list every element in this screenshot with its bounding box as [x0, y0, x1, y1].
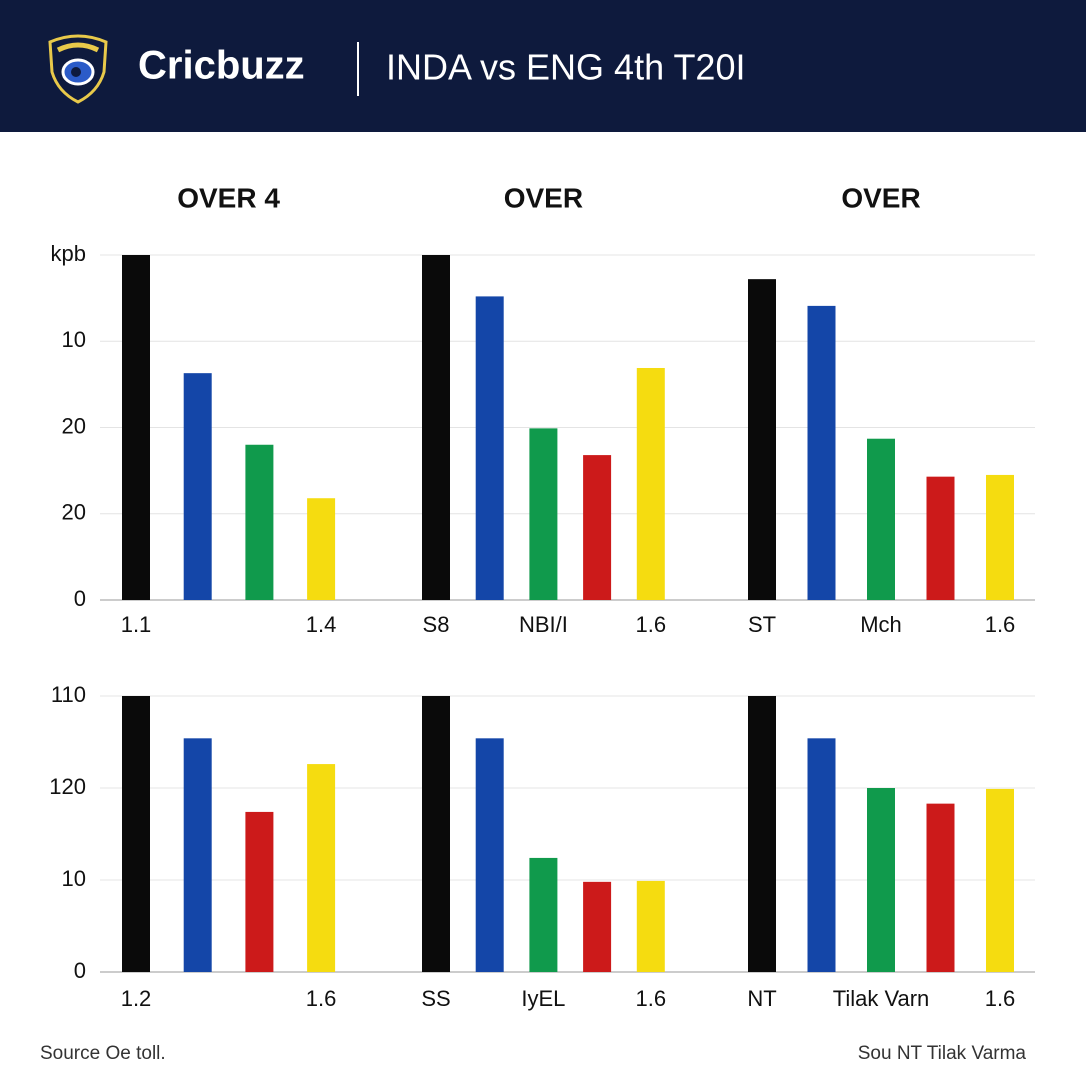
y-tick-label: 110 [51, 682, 86, 707]
x-tick-label: IyEL [521, 986, 565, 1011]
bar [422, 696, 450, 972]
y-tick-label: 20 [62, 500, 86, 525]
panel-title: OVER 4 [177, 182, 280, 213]
y-tick-label: 20 [62, 413, 86, 438]
x-tick-label: Mch [860, 612, 902, 637]
bar [122, 696, 150, 972]
x-tick-label: SS [421, 986, 450, 1011]
bar [583, 881, 612, 972]
y-tick-label: 120 [49, 774, 86, 799]
x-tick-label: 1.6 [306, 986, 337, 1011]
x-tick-label: S8 [423, 612, 450, 637]
bar [122, 255, 150, 600]
bar [807, 305, 836, 600]
panel-title: OVER [841, 182, 920, 213]
x-tick-label: 1.1 [121, 612, 152, 637]
brand: Cricbuzz [138, 44, 305, 88]
bar [867, 438, 895, 600]
bar [926, 803, 955, 972]
bar [636, 880, 665, 972]
y-tick-label: 0 [74, 958, 86, 983]
y-tick-label: 10 [62, 866, 86, 891]
bar [583, 455, 612, 600]
x-tick-label: 1.6 [985, 986, 1016, 1011]
x-tick-label: ST [748, 612, 776, 637]
bar [307, 498, 336, 600]
bar [422, 255, 450, 600]
bar [307, 764, 336, 972]
x-tick-label: 1.6 [985, 612, 1016, 637]
bar [867, 788, 895, 972]
y-tick-label: 10 [62, 327, 86, 352]
x-tick-label: Tilak Varn [833, 986, 930, 1011]
x-tick-label: 1.6 [636, 986, 667, 1011]
bar [636, 367, 665, 600]
y-tick-label: 0 [74, 586, 86, 611]
bar [475, 296, 504, 600]
bar [986, 788, 1014, 972]
bar [748, 696, 776, 972]
bar [529, 428, 558, 600]
bar [245, 811, 274, 972]
y-tick-label: kpb [51, 241, 86, 266]
bar [926, 476, 955, 600]
panel-title: OVER [504, 182, 583, 213]
bar [183, 373, 212, 600]
logo [48, 34, 108, 104]
footer-left: Source Oe toll. [40, 1043, 166, 1064]
footer-right: Sou NT Tilak Varma [858, 1043, 1027, 1064]
x-tick-label: 1.6 [636, 612, 667, 637]
header-title: INDA vs ENG 4th T20I [386, 47, 745, 88]
bar [986, 474, 1014, 600]
x-tick-label: 1.4 [306, 612, 337, 637]
bar [183, 738, 212, 972]
bar [475, 738, 504, 972]
bar [807, 738, 836, 972]
x-tick-label: NT [747, 986, 776, 1011]
bar [245, 444, 274, 600]
header-bar [0, 0, 1086, 132]
bar [748, 279, 776, 600]
x-tick-label: 1.2 [121, 986, 152, 1011]
bar [529, 857, 558, 972]
x-tick-label: NBI/I [519, 612, 568, 637]
